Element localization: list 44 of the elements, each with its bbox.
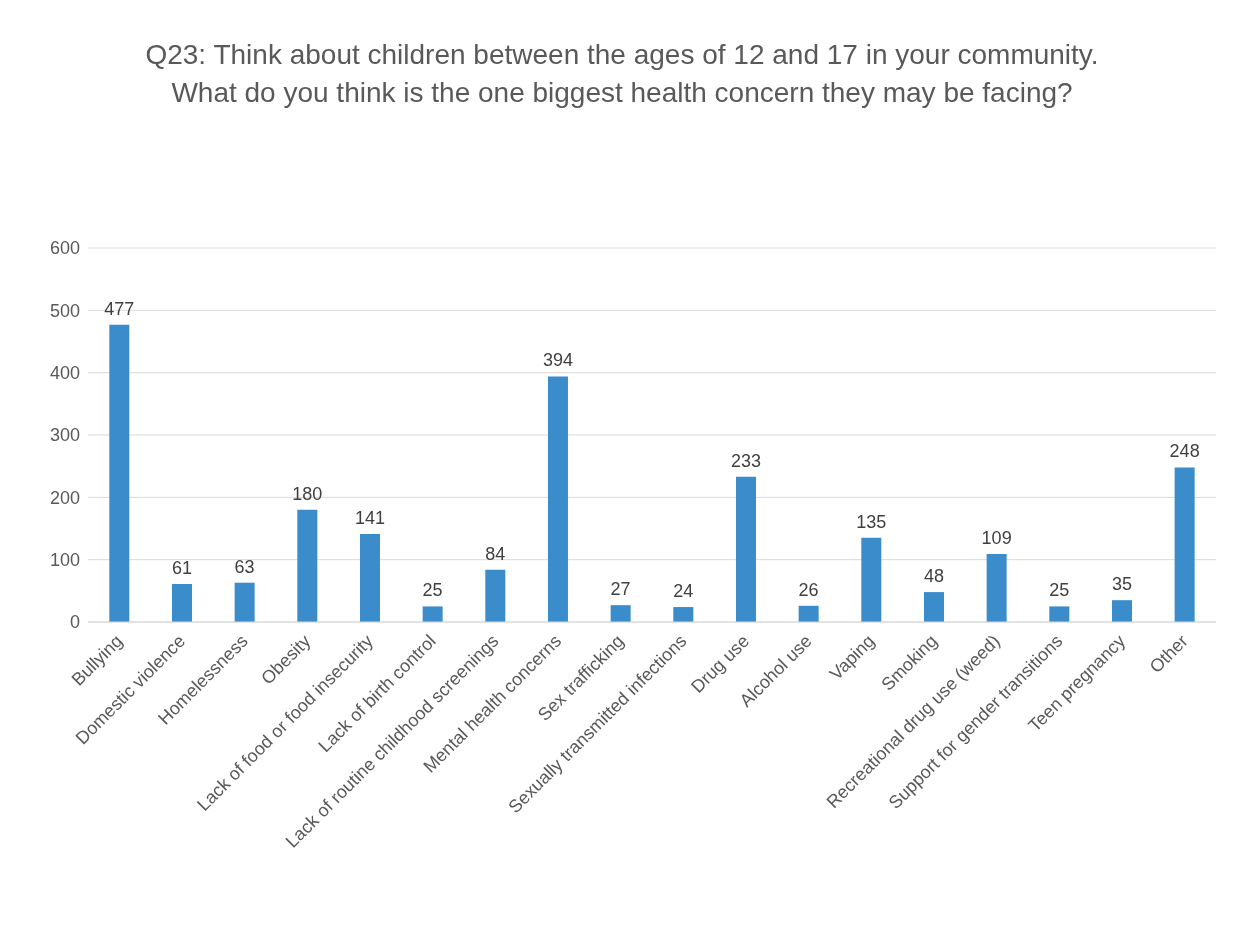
- data-label: 27: [610, 579, 631, 600]
- data-label: 109: [981, 528, 1012, 549]
- data-label: 24: [673, 581, 694, 602]
- y-tick-label: 200: [49, 487, 80, 508]
- data-label: 141: [354, 508, 385, 529]
- data-label: 180: [292, 483, 323, 504]
- bar: [673, 607, 694, 622]
- chart-title: Q23: Think about children between the ages of 12 and 17 in your community. What do you think is the one biggest health concern they may be facing?: [144, 38, 1100, 110]
- bar: [422, 606, 443, 622]
- bar: [359, 534, 380, 622]
- data-label: 135: [856, 511, 887, 532]
- bar: [735, 476, 756, 622]
- data-label: 25: [422, 580, 443, 601]
- bar: [1111, 600, 1132, 622]
- data-label: 477: [104, 298, 135, 319]
- bar: [109, 324, 130, 622]
- data-label: 35: [1111, 574, 1132, 595]
- y-tick-label: 100: [49, 550, 80, 571]
- data-label: 248: [1169, 441, 1200, 462]
- data-label: 84: [485, 543, 506, 564]
- bar: [610, 605, 631, 622]
- bar: [798, 605, 819, 622]
- data-label: 48: [923, 566, 944, 587]
- bar: [297, 509, 318, 622]
- y-tick-label: 500: [49, 300, 80, 321]
- bar: [986, 554, 1007, 622]
- y-tick-label: 300: [49, 425, 80, 446]
- bar: [547, 376, 568, 622]
- bar: [234, 582, 255, 622]
- bar: [171, 583, 192, 622]
- y-tick-label: 600: [49, 238, 80, 259]
- bar: [923, 592, 944, 622]
- data-label: 233: [730, 450, 761, 471]
- bar: [485, 569, 506, 622]
- y-tick-label: 400: [49, 363, 80, 384]
- data-label: 63: [234, 556, 255, 577]
- bar: [861, 537, 882, 622]
- bar: [1049, 606, 1070, 622]
- y-tick-label: 0: [69, 612, 80, 633]
- data-label: 61: [171, 557, 192, 578]
- data-label: 394: [542, 350, 573, 371]
- bar: [1174, 467, 1195, 622]
- data-label: 26: [798, 579, 819, 600]
- data-label: 25: [1049, 580, 1070, 601]
